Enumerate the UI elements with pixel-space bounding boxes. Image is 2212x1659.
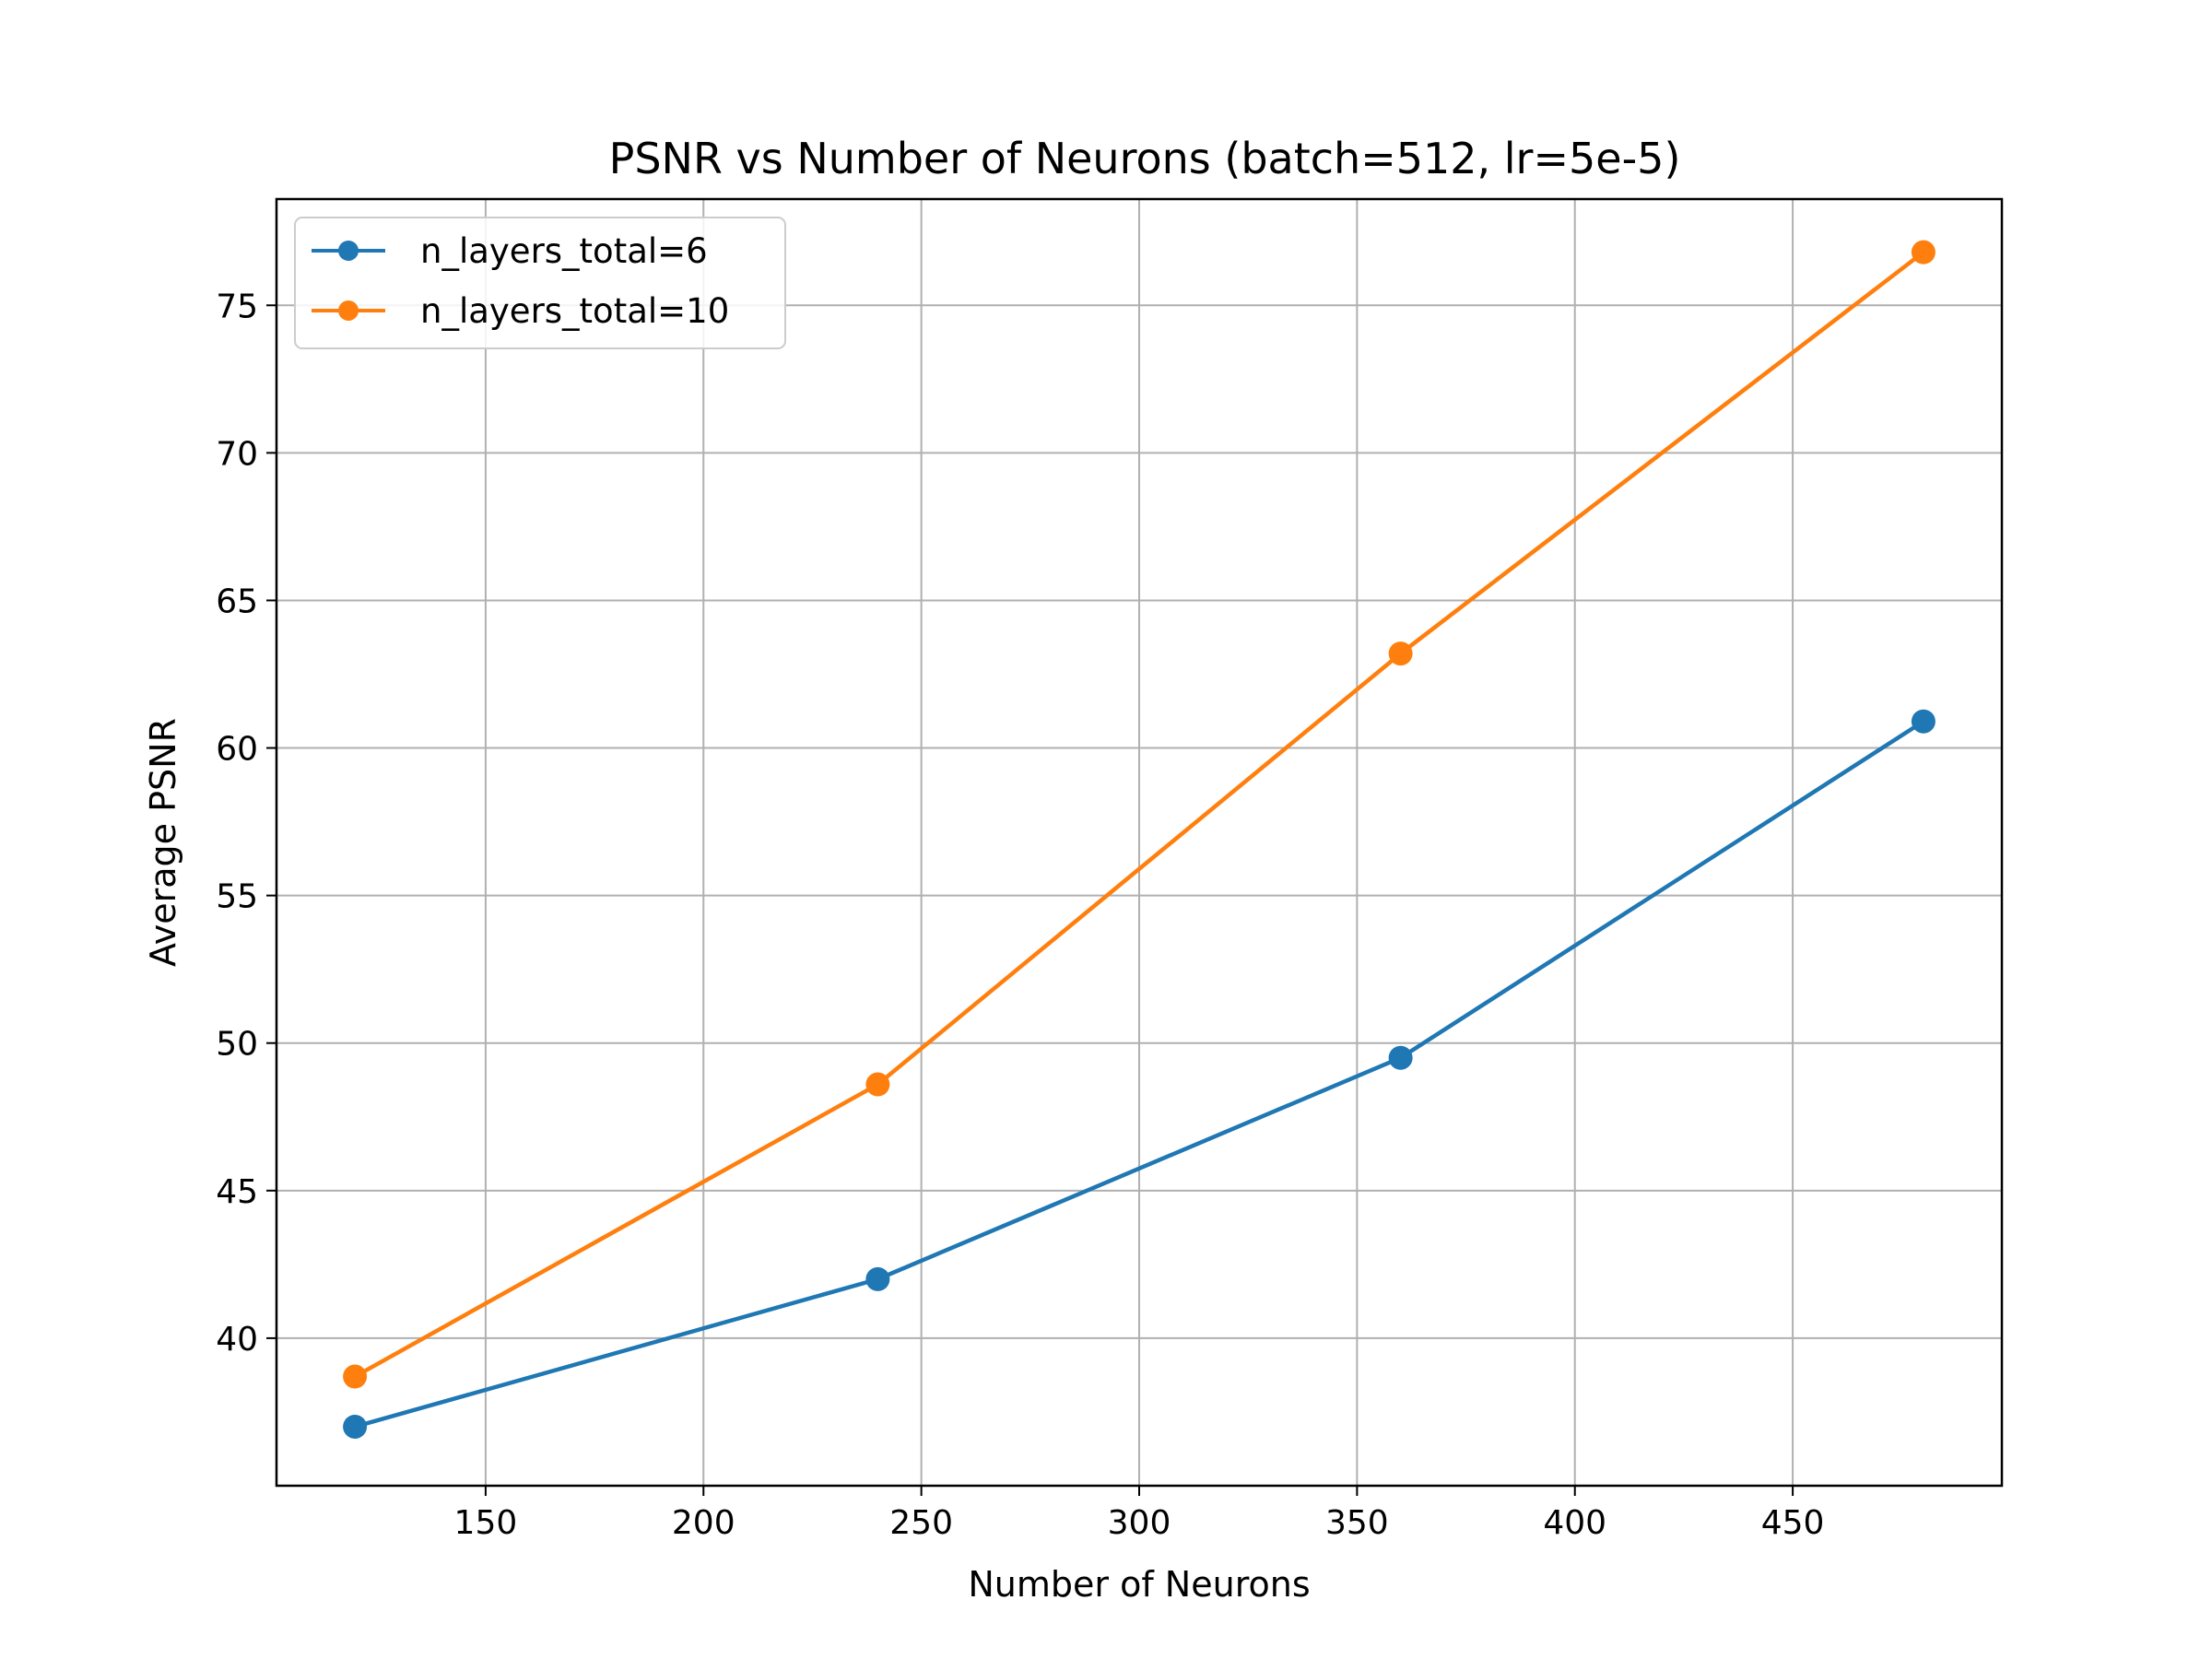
- x-tick-label: 400: [1543, 1504, 1606, 1542]
- x-tick-label: 300: [1108, 1504, 1171, 1542]
- data-point: [1388, 1045, 1413, 1070]
- x-axis-label: Number of Neurons: [968, 1564, 1310, 1605]
- y-axis-ticks: 40 45 50 55 60 65 70 75: [216, 288, 276, 1359]
- plot-series: [343, 240, 1936, 1439]
- legend-marker-series-2: [338, 300, 359, 321]
- y-tick-label: 70: [216, 435, 258, 473]
- series-2: [343, 240, 1936, 1389]
- x-tick-label: 250: [889, 1504, 953, 1542]
- y-tick-label: 75: [216, 288, 258, 325]
- x-tick-label: 200: [672, 1504, 735, 1542]
- series-1: [343, 709, 1936, 1439]
- legend: n_layers_total=6 n_layers_total=10: [294, 217, 786, 349]
- data-point: [1911, 240, 1936, 265]
- data-point: [865, 1266, 890, 1291]
- series-line-2: [353, 250, 1925, 1379]
- x-tick-label: 350: [1325, 1504, 1389, 1542]
- legend-marker-series-1: [338, 241, 359, 261]
- x-axis-ticks: 150 200 250 300 350 400 450: [454, 1486, 1825, 1542]
- legend-label-series-1: n_layers_total=6: [420, 231, 708, 271]
- data-point: [343, 1414, 368, 1439]
- data-point: [1911, 709, 1936, 734]
- x-tick-label: 450: [1761, 1504, 1825, 1542]
- y-tick-label: 40: [216, 1321, 258, 1359]
- y-tick-label: 60: [216, 731, 258, 769]
- y-tick-label: 50: [216, 1026, 258, 1064]
- data-point: [865, 1072, 890, 1097]
- series-line-1: [354, 719, 1925, 1430]
- grid: [276, 199, 2002, 1486]
- chart-title: PSNR vs Number of Neurons (batch=512, lr…: [609, 134, 1681, 183]
- data-point: [1388, 641, 1413, 666]
- y-tick-label: 45: [216, 1173, 258, 1211]
- y-tick-label: 65: [216, 582, 258, 620]
- y-axis-label: Average PSNR: [143, 718, 183, 967]
- x-tick-label: 150: [454, 1504, 518, 1542]
- data-point: [343, 1364, 368, 1389]
- legend-box: [294, 217, 786, 349]
- legend-label-series-2: n_layers_total=10: [420, 291, 729, 331]
- y-tick-label: 55: [216, 878, 258, 916]
